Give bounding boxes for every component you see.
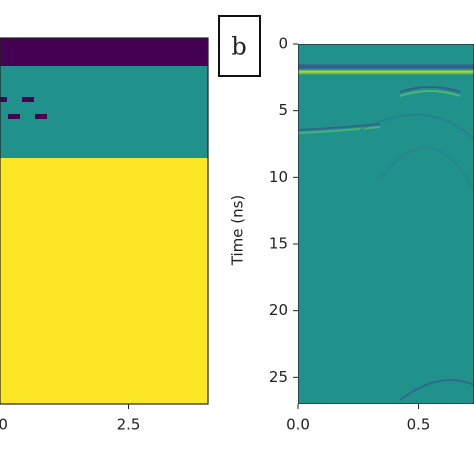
panel-label: b (231, 33, 246, 61)
y-tick-label: 15 (269, 235, 288, 253)
x-tick-label: 0.0 (286, 416, 310, 434)
y-tick-label: 0 (278, 35, 288, 53)
panel-b-image (298, 44, 474, 404)
y-axis-label: Time (ns) (229, 195, 247, 267)
x-tick-label: 0.0 (0, 416, 8, 434)
y-tick-label: 5 (278, 101, 288, 119)
panel-a-image (0, 37, 209, 405)
y-tick-label: 10 (269, 168, 288, 186)
x-tick-label: 2.5 (117, 416, 141, 434)
x-tick-label: 0.5 (407, 416, 431, 434)
y-tick-label: 25 (269, 368, 288, 386)
panel-label-box (218, 15, 261, 77)
y-tick-label: 20 (269, 301, 288, 319)
